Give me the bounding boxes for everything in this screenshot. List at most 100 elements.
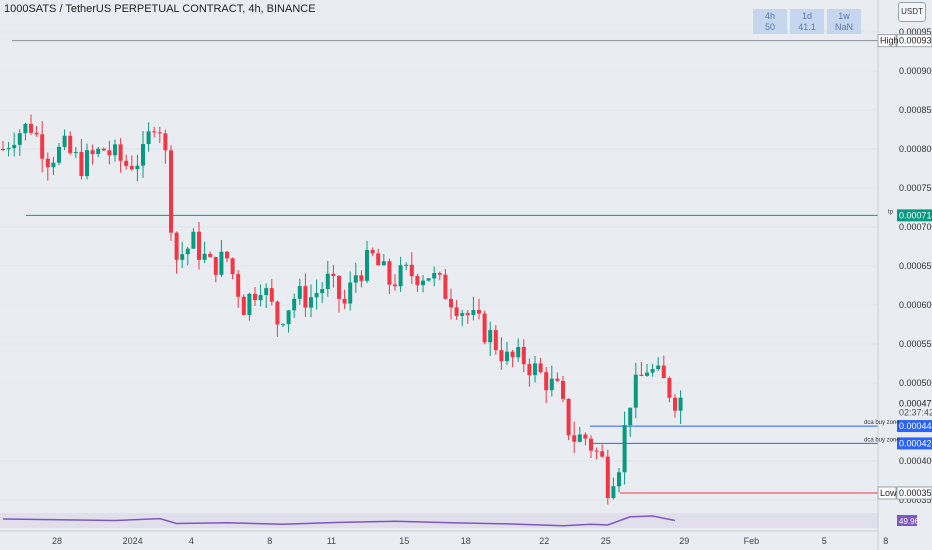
candle [292, 293, 297, 318]
candle [656, 357, 661, 372]
candle [314, 279, 319, 310]
x-tick-label: 25 [601, 536, 611, 546]
x-tick-label: 11 [327, 536, 336, 546]
candle [85, 143, 89, 180]
chart-title: 1000SATS / TetherUS PERPETUAL CONTRACT, … [4, 3, 316, 15]
timeframe-1d-box[interactable]: 1d 41.1 [790, 9, 824, 34]
candle [118, 138, 123, 173]
level-price-tag [897, 437, 932, 450]
candle [667, 376, 672, 403]
candle [404, 262, 409, 271]
candle [146, 122, 151, 152]
candle [320, 282, 325, 304]
rsi-value-tag [897, 515, 917, 526]
candle [499, 337, 504, 370]
candle [471, 296, 476, 321]
candle [365, 240, 369, 284]
candle [359, 270, 364, 288]
level-price-tag [897, 420, 932, 433]
candle [29, 114, 33, 136]
level-name: High [880, 36, 899, 46]
candle [353, 262, 358, 293]
candle [57, 142, 61, 166]
candle [325, 260, 330, 297]
candle [281, 323, 285, 328]
candle [34, 125, 39, 137]
candle [516, 338, 521, 362]
candle [454, 299, 459, 320]
candle [409, 252, 414, 285]
candle [650, 363, 655, 377]
candle [12, 132, 17, 157]
y-tick-label: 0.0003500 [899, 495, 932, 505]
level-price-tag [896, 486, 932, 500]
candle [583, 432, 588, 446]
candle [465, 309, 470, 324]
candle [169, 145, 173, 241]
candle [460, 309, 465, 327]
candle [1, 141, 5, 151]
candle [348, 271, 353, 311]
price-axis-bg [878, 0, 932, 550]
candle [628, 407, 633, 437]
candle [600, 444, 605, 458]
candle [426, 278, 431, 282]
candle [561, 376, 565, 403]
candle [633, 362, 638, 419]
candle [549, 365, 554, 397]
candle [645, 363, 649, 377]
currency-button[interactable]: USDT [898, 2, 926, 22]
x-tick-label: 4 [189, 536, 194, 546]
rsi-line [2, 515, 676, 527]
candle [527, 358, 532, 387]
x-tick-label: 29 [679, 536, 689, 546]
candle [510, 349, 515, 368]
y-tick-label: 0.0008500 [899, 105, 932, 115]
price-axis: 0.0009500 0.0009000 0.0008500 0.0008000 0.00… [864, 0, 932, 550]
candle [90, 144, 95, 165]
candle [337, 274, 341, 313]
candle [661, 355, 666, 379]
timeframe-4h-box[interactable]: 4h 50 [753, 9, 787, 34]
candle [68, 131, 73, 156]
candle [398, 256, 403, 292]
candle [62, 129, 67, 151]
candle [673, 394, 677, 418]
timeframe-1w-box[interactable]: 1w NaN [827, 9, 861, 34]
candle [493, 325, 498, 355]
candle [202, 241, 207, 264]
candle [589, 435, 593, 458]
candle [443, 269, 448, 300]
candle [421, 274, 425, 293]
candle [236, 269, 241, 308]
candle [219, 239, 224, 277]
candle [258, 284, 263, 307]
y-tick-label: 0.0007500 [899, 183, 932, 193]
candle [303, 273, 308, 317]
candle [225, 251, 229, 263]
candle [73, 147, 78, 158]
candle [40, 121, 45, 173]
rsi-pane [0, 513, 878, 528]
candle [611, 477, 616, 500]
timeframe-value: NaN [834, 22, 853, 32]
candle [163, 129, 168, 164]
candle [342, 289, 347, 309]
candle [594, 447, 599, 460]
x-tick-label: 2024 [123, 536, 143, 546]
candle [555, 372, 560, 383]
candle [605, 449, 610, 505]
x-tick-label: 8 [883, 536, 888, 546]
candle [488, 321, 493, 356]
rsi-value: 49.96 [899, 517, 920, 526]
candle [415, 273, 420, 292]
level-price: 0.0007149 [899, 210, 932, 220]
y-tick-label: 0.0006000 [899, 300, 932, 310]
timeframe-label: 1d [801, 11, 812, 21]
x-tick-label: 28 [52, 536, 62, 546]
candle [23, 122, 28, 141]
candle [174, 231, 179, 274]
candle [376, 248, 381, 266]
